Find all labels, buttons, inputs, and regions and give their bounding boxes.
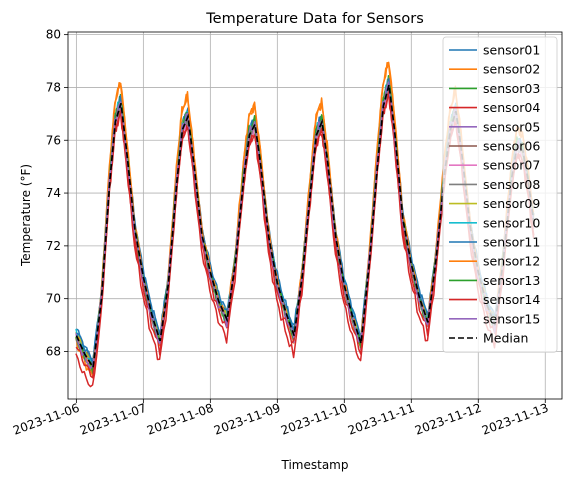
y-axis: 68 70 72 74 76 78 80 [46, 28, 68, 358]
legend-label-sensor02: sensor02 [483, 62, 540, 77]
legend-box [442, 36, 558, 353]
legend-label-sensor05: sensor05 [483, 119, 540, 134]
y-tick-label: 78 [46, 80, 61, 94]
legend-label-sensor11: sensor11 [483, 235, 540, 250]
x-axis-label: Timestamp [281, 458, 349, 472]
legend-label-sensor14: sensor14 [483, 292, 540, 307]
y-tick-label: 72 [46, 239, 61, 253]
legend-label-sensor15: sensor15 [483, 311, 540, 326]
y-axis-label: Temperature (°F) [19, 164, 33, 267]
legend-label-sensor07: sensor07 [483, 158, 540, 173]
y-tick-label: 70 [46, 292, 61, 306]
legend-label-median: Median [483, 331, 528, 346]
legend-label-sensor08: sensor08 [483, 177, 540, 192]
plot-frame [67, 31, 563, 400]
y-tick-label: 76 [46, 133, 61, 147]
legend-label-sensor03: sensor03 [483, 81, 540, 96]
y-tick-label: 68 [46, 344, 61, 358]
legend-label-sensor10: sensor10 [483, 215, 540, 230]
legend-label-sensor01: sensor01 [483, 43, 540, 58]
chart-title: Temperature Data for Sensors [205, 11, 424, 27]
legend-label-sensor09: sensor09 [483, 196, 540, 211]
legend-label-sensor12: sensor12 [483, 254, 540, 269]
legend: sensor01 sensor02 sensor03 sensor04 sensor05… [442, 36, 558, 353]
legend-label-sensor06: sensor06 [483, 139, 540, 154]
legend-label-sensor13: sensor13 [483, 273, 540, 288]
legend-label-sensor04: sensor04 [483, 100, 540, 115]
y-tick-label: 80 [46, 28, 61, 42]
y-tick-label: 74 [46, 186, 61, 200]
